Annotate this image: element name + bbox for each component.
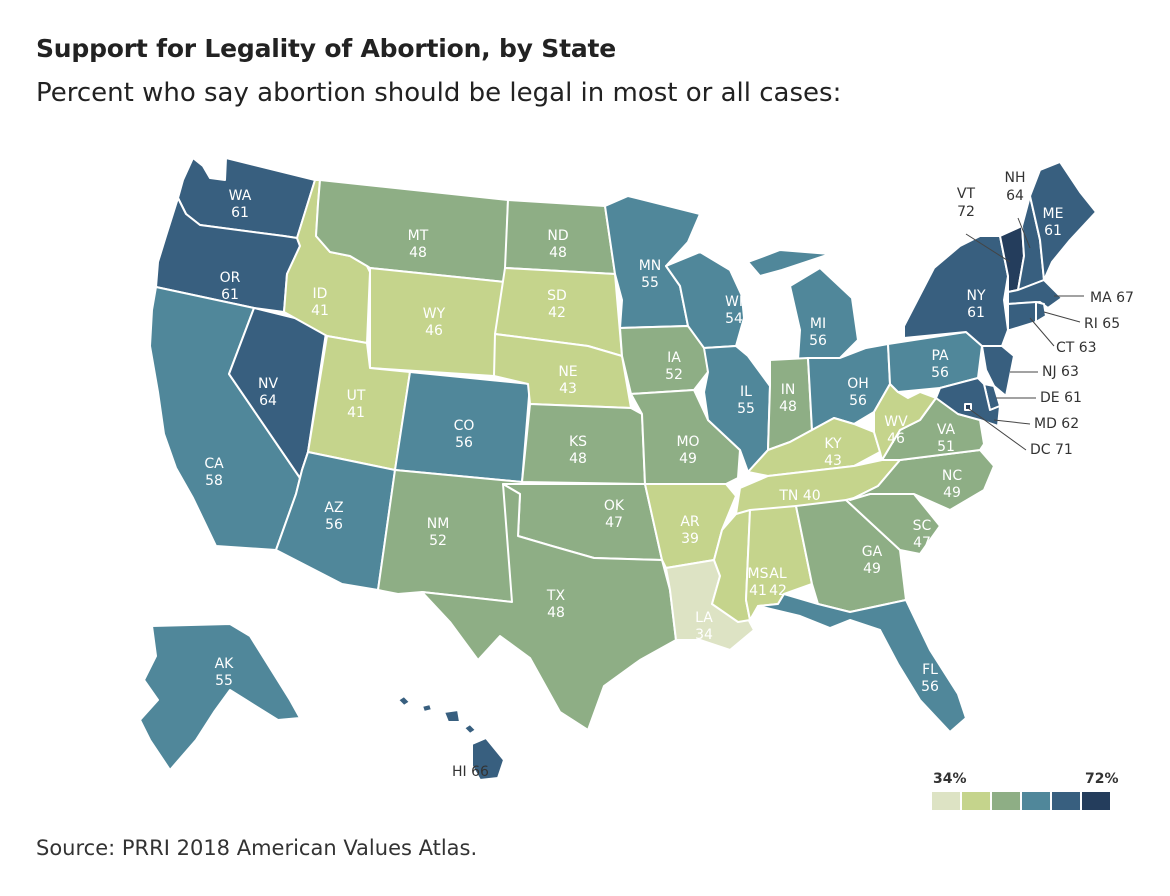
state-shapes [139,157,1097,781]
state-label-ri: RI 65 [1084,316,1120,332]
source-note: Source: PRRI 2018 American Values Atlas. [36,836,478,860]
legend-swatch-5 [1052,792,1080,810]
state-label-ok: OK 47 [604,498,625,531]
state-wi [665,251,745,349]
map-title: Support for Legality of Abortion, by Sta… [36,34,617,63]
state-label-de: DE 61 [1040,390,1082,406]
state-ct [1007,301,1037,331]
state-label-md: MD 62 [1034,416,1079,432]
state-label-sc: SC 47 [913,518,932,551]
state-label-ga: GA 49 [862,544,883,577]
state-label-nd: ND 48 [547,228,568,261]
state-label-ct: CT 63 [1056,340,1097,356]
state-label-az: AZ 56 [324,500,343,533]
state-mi [747,249,859,361]
state-label-nm: NM 52 [427,516,450,549]
state-label-ia: IA 52 [665,350,683,383]
leader-line-vt [965,233,1011,263]
state-label-al: AL 42 [769,566,787,599]
state-label-nv: NV 64 [258,376,278,409]
legend: 34% 72% [932,771,1119,810]
state-label-me: ME 61 [1043,206,1064,239]
state-nm [377,469,523,603]
state-label-dc: DC 71 [1030,442,1073,458]
state-ms [711,509,751,623]
leader-line-md [993,419,1031,425]
legend-min-label: 34% [933,771,967,787]
state-label-wy: WY 46 [423,306,446,339]
state-label-mn: MN 55 [639,258,662,291]
state-label-vt: VT 72 [957,186,976,220]
state-label-id: ID 41 [311,286,329,319]
state-label-ak: AK 55 [215,656,235,689]
state-label-tn: TN 40 [778,488,820,504]
state-label-hi: HI 66 [452,764,489,780]
state-label-ne: NE 43 [558,364,577,397]
state-label-co: CO 56 [454,418,475,451]
state-nj [981,345,1015,397]
state-label-wv: WV 46 [884,414,908,447]
state-hi [397,695,505,781]
state-label-wi: WI 54 [725,294,743,327]
state-label-ca: CA 58 [204,456,224,489]
legend-swatch-4 [1022,792,1050,810]
leader-line-ri [1043,311,1081,323]
state-label-ks: KS 48 [569,434,587,467]
state-mo [630,389,741,485]
map-subtitle: Percent who say abortion should be legal… [36,78,842,108]
state-label-nh: NH 64 [1005,170,1026,204]
state-label-mi: MI 56 [809,316,827,349]
state-label-ut: UT 41 [347,388,366,421]
state-ak [139,623,301,771]
state-label-nj: NJ 63 [1042,364,1079,380]
legend-swatch-2 [962,792,990,810]
state-wy [369,267,506,377]
state-me [1029,161,1097,281]
leader-line-dc [967,407,1027,451]
state-label-wa: WA 61 [229,188,252,221]
state-label-il: IL 55 [737,384,755,417]
state-label-oh: OH 56 [847,376,869,409]
legend-swatch-1 [932,792,960,810]
state-label-ky: KY 43 [824,436,842,469]
state-fl [757,593,967,733]
state-label-ny: NY 61 [966,288,985,321]
state-label-ar: AR 39 [680,514,700,547]
state-md [935,377,1001,427]
legend-max-label: 72% [1085,771,1119,787]
state-label-or: OR 61 [220,270,241,303]
state-label-tx: TX 48 [546,588,566,621]
state-tx [421,483,677,731]
state-label-sd: SD 42 [547,288,567,321]
state-label-fl: FL 56 [921,662,939,695]
leader-line-nh [1017,217,1031,249]
legend-swatch-3 [992,792,1020,810]
legend-swatch-6 [1082,792,1110,810]
leader-line-ct [1029,317,1055,347]
state-label-in: IN 48 [779,382,797,415]
state-label-va: VA 51 [937,422,956,455]
state-ny [903,235,1009,347]
state-label-pa: PA 56 [931,348,949,381]
state-label-ms: MS 41 [748,566,769,599]
state-label-nc: NC 49 [942,468,962,501]
label-leaders [965,217,1084,451]
state-label-mt: MT 48 [408,228,429,261]
state-wv [873,383,937,461]
state-label-mo: MO 49 [676,434,699,467]
state-nc [849,449,995,511]
state-labels: WA 61 OR 61 CA 58 NV 64 ID 41 MT 48 WY 46 UT 41 AZ 56 CO 56… [204,170,1134,780]
state-label-ma: MA 67 [1090,290,1134,306]
state-label-la: LA 34 [695,610,713,643]
